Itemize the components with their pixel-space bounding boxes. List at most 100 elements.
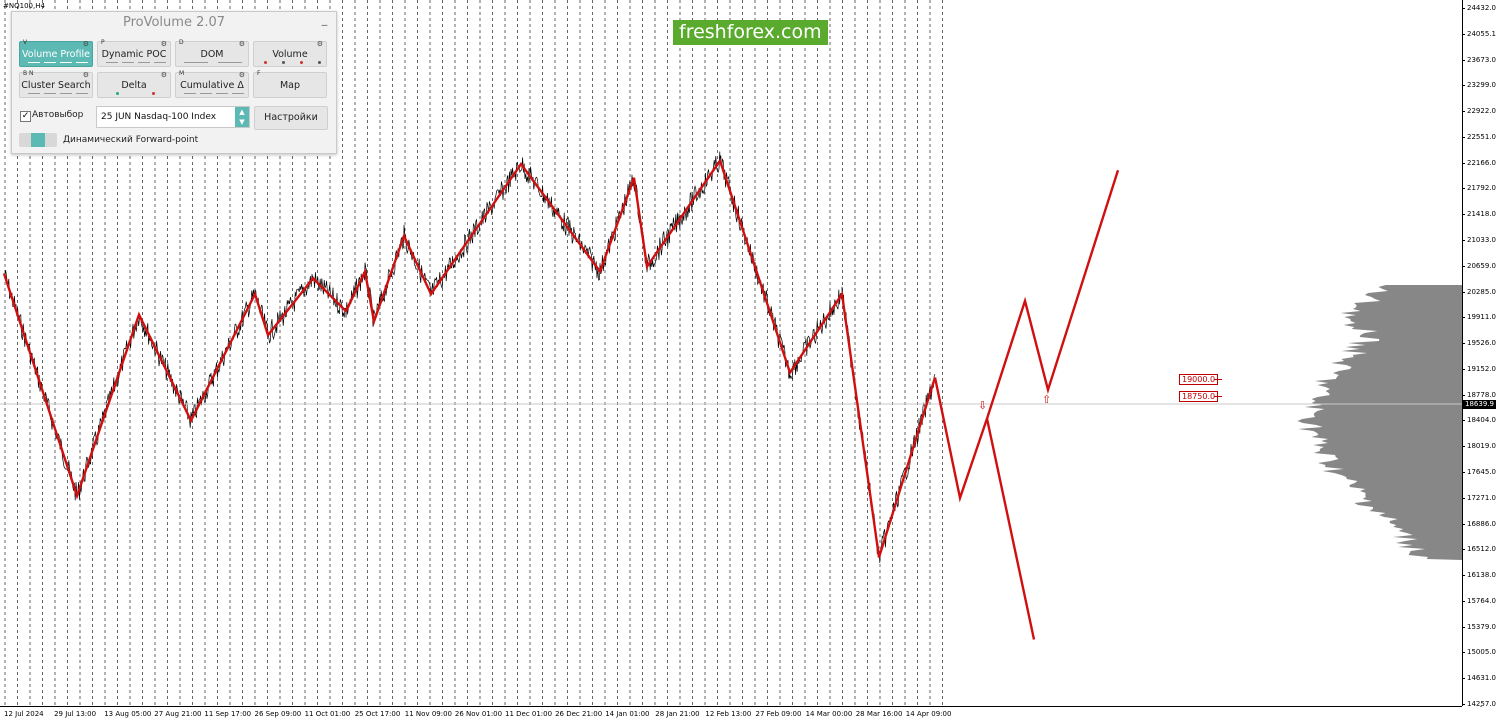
watermark: freshforex.com [673,20,828,45]
button-label: Map [279,80,301,91]
level-tail [1214,396,1222,397]
time-tick: 26 Nov 01:00 [454,710,503,718]
forward-point-label: Динамический Forward-point [63,135,199,145]
dynamic-poc-button[interactable]: P ⚙ Dynamic POC [97,39,171,67]
price-tick: 14257.0 [1462,700,1496,708]
toggle-knob [31,133,45,147]
gear-icon[interactable]: ⚙ [316,40,323,48]
time-tick: 26 Sep 09:00 [254,710,302,718]
price-tick: 24055.1 [1462,29,1496,38]
panel-title: ProVolume 2.07 [122,15,226,30]
price-tick: 17645.0 [1462,468,1496,476]
auto-select-label: Автовыбор [32,110,84,120]
zigzag-line [2,158,937,558]
time-tick: 11 Dec 01:00 [505,710,553,718]
delta-button[interactable]: ⚙ Delta [97,71,171,98]
time-tick: 14 Mar 00:00 [805,710,853,718]
price-tick: 24432.0 [1462,4,1496,12]
price-tick: 21033.0 [1462,236,1496,244]
gear-icon[interactable]: ⚙ [160,71,167,79]
time-tick: 25 Oct 17:00 [354,710,401,718]
time-tick: 11 Sep 17:00 [204,710,252,718]
forecast-alt-line [985,418,1036,640]
volume-button[interactable]: ⚙ Volume [253,40,327,67]
down-arrow-icon: ⇩ [978,399,987,412]
settings-button[interactable]: Настройки [254,106,328,130]
forward-point-toggle[interactable] [19,133,57,147]
time-tick: 11 Nov 09:00 [404,710,452,718]
dom-button[interactable]: D ⚙ DOM [175,39,249,67]
price-tick: 18404.0 [1462,416,1496,425]
button-label: Volume Profile [22,49,90,60]
cluster-search-button[interactable]: B N ⚙ Cluster Search [19,70,93,98]
price-tick: 22922.0 [1462,107,1496,116]
spinner-arrows-icon[interactable]: ▲ ▼ [235,107,249,127]
gear-icon[interactable]: ⚙ [160,40,167,48]
time-tick: 29 Jul 13:00 [54,710,97,718]
time-axis[interactable]: 12 Jul 2024 29 Jul 13:00 13 Aug 05:00 27 Au… [0,706,1462,725]
auto-select-checkbox[interactable]: ✓ [20,111,31,122]
price-tick: 16886.0 [1462,519,1496,528]
map-button[interactable]: F Map [253,70,327,98]
level-tail [1214,379,1222,380]
level-label-18750[interactable]: 18750.0 [1179,391,1219,402]
time-tick: 12 Feb 13:00 [705,710,752,718]
hotkey-label: B N [23,70,34,77]
volume-profile [1297,285,1462,560]
price-tick: 20659.0 [1462,261,1496,270]
button-label: Delta [121,80,147,91]
time-tick: 13 Aug 05:00 [104,710,152,718]
instrument-value: 25 JUN Nasdaq-100 Index [101,112,217,122]
up-arrow-icon: ⇧ [1042,393,1051,406]
price-tick: 15379.0 [1462,622,1496,631]
price-tick: 17271.0 [1462,493,1496,502]
price-axis[interactable]: 24432.0 24055.1 23673.0 23299.0 22922.0 22551… [1462,0,1500,708]
price-tick: 19152.0 [1462,364,1496,373]
price-tick: 23673.0 [1462,55,1496,64]
gear-icon[interactable]: ⚙ [82,71,89,79]
chart-area[interactable]: ⇩ ⇧ #NQ100,H4 freshforex.com 19000.0 187… [0,0,1484,708]
level-label-19000[interactable]: 19000.0 [1179,374,1219,385]
time-tick: 28 Jan 21:00 [655,710,700,718]
gear-icon[interactable]: ⚙ [238,71,245,79]
hotkey-label: V [23,39,28,46]
provolume-panel[interactable]: ProVolume 2.07 _ V ⚙ Volume Profile P ⚙ … [11,11,337,154]
price-tick: 16138.0 [1462,571,1496,580]
time-tick: 27 Feb 09:00 [755,710,802,718]
price-tick: 18778.0 [1462,390,1496,399]
button-label: Volume [272,49,308,60]
price-tick: 22551.0 [1462,132,1496,141]
time-tick: 28 Mar 16:00 [855,710,903,718]
time-tick: 14 Apr 09:00 [905,710,952,718]
price-chart[interactable]: ⇩ ⇧ [0,0,1462,706]
time-tick: 27 Aug 21:00 [154,710,202,718]
price-tick: 20285.0 [1462,287,1496,296]
price-tick: 22166.0 [1462,158,1496,167]
gear-icon[interactable]: ⚙ [238,40,245,48]
button-label: Dynamic POC [101,49,167,60]
price-tick: 21418.0 [1462,210,1496,219]
price-tick: 15005.0 [1462,648,1496,657]
symbol-label: #NQ100,H4 [3,2,45,10]
instrument-select[interactable]: 25 JUN Nasdaq-100 Index ▲ ▼ [96,106,250,128]
price-tick: 23299.0 [1462,81,1496,90]
current-price-label: 18639.9 [1463,400,1496,409]
button-label: Cumulative Δ [180,80,244,91]
volume-profile-button[interactable]: V ⚙ Volume Profile [19,39,93,67]
time-tick: 26 Dec 21:00 [555,710,603,718]
time-tick: 14 Jan 01:00 [605,710,650,718]
button-label: Cluster Search [21,80,91,91]
price-tick: 19526.0 [1462,339,1496,348]
time-tick: 12 Jul 2024 [4,710,44,718]
button-label: DOM [200,49,224,60]
gear-icon[interactable]: ⚙ [82,40,89,48]
price-series [3,151,936,563]
time-tick: 11 Oct 01:00 [304,710,351,718]
minimize-button[interactable]: _ [321,13,328,26]
hotkey-label: M [179,70,185,77]
price-tick: 19911.0 [1462,313,1496,322]
cumulative-delta-button[interactable]: M ⚙ Cumulative Δ [175,70,249,98]
price-tick: 18019.0 [1462,442,1496,451]
price-tick: 16512.0 [1462,545,1496,554]
price-tick: 14631.0 [1462,674,1496,683]
